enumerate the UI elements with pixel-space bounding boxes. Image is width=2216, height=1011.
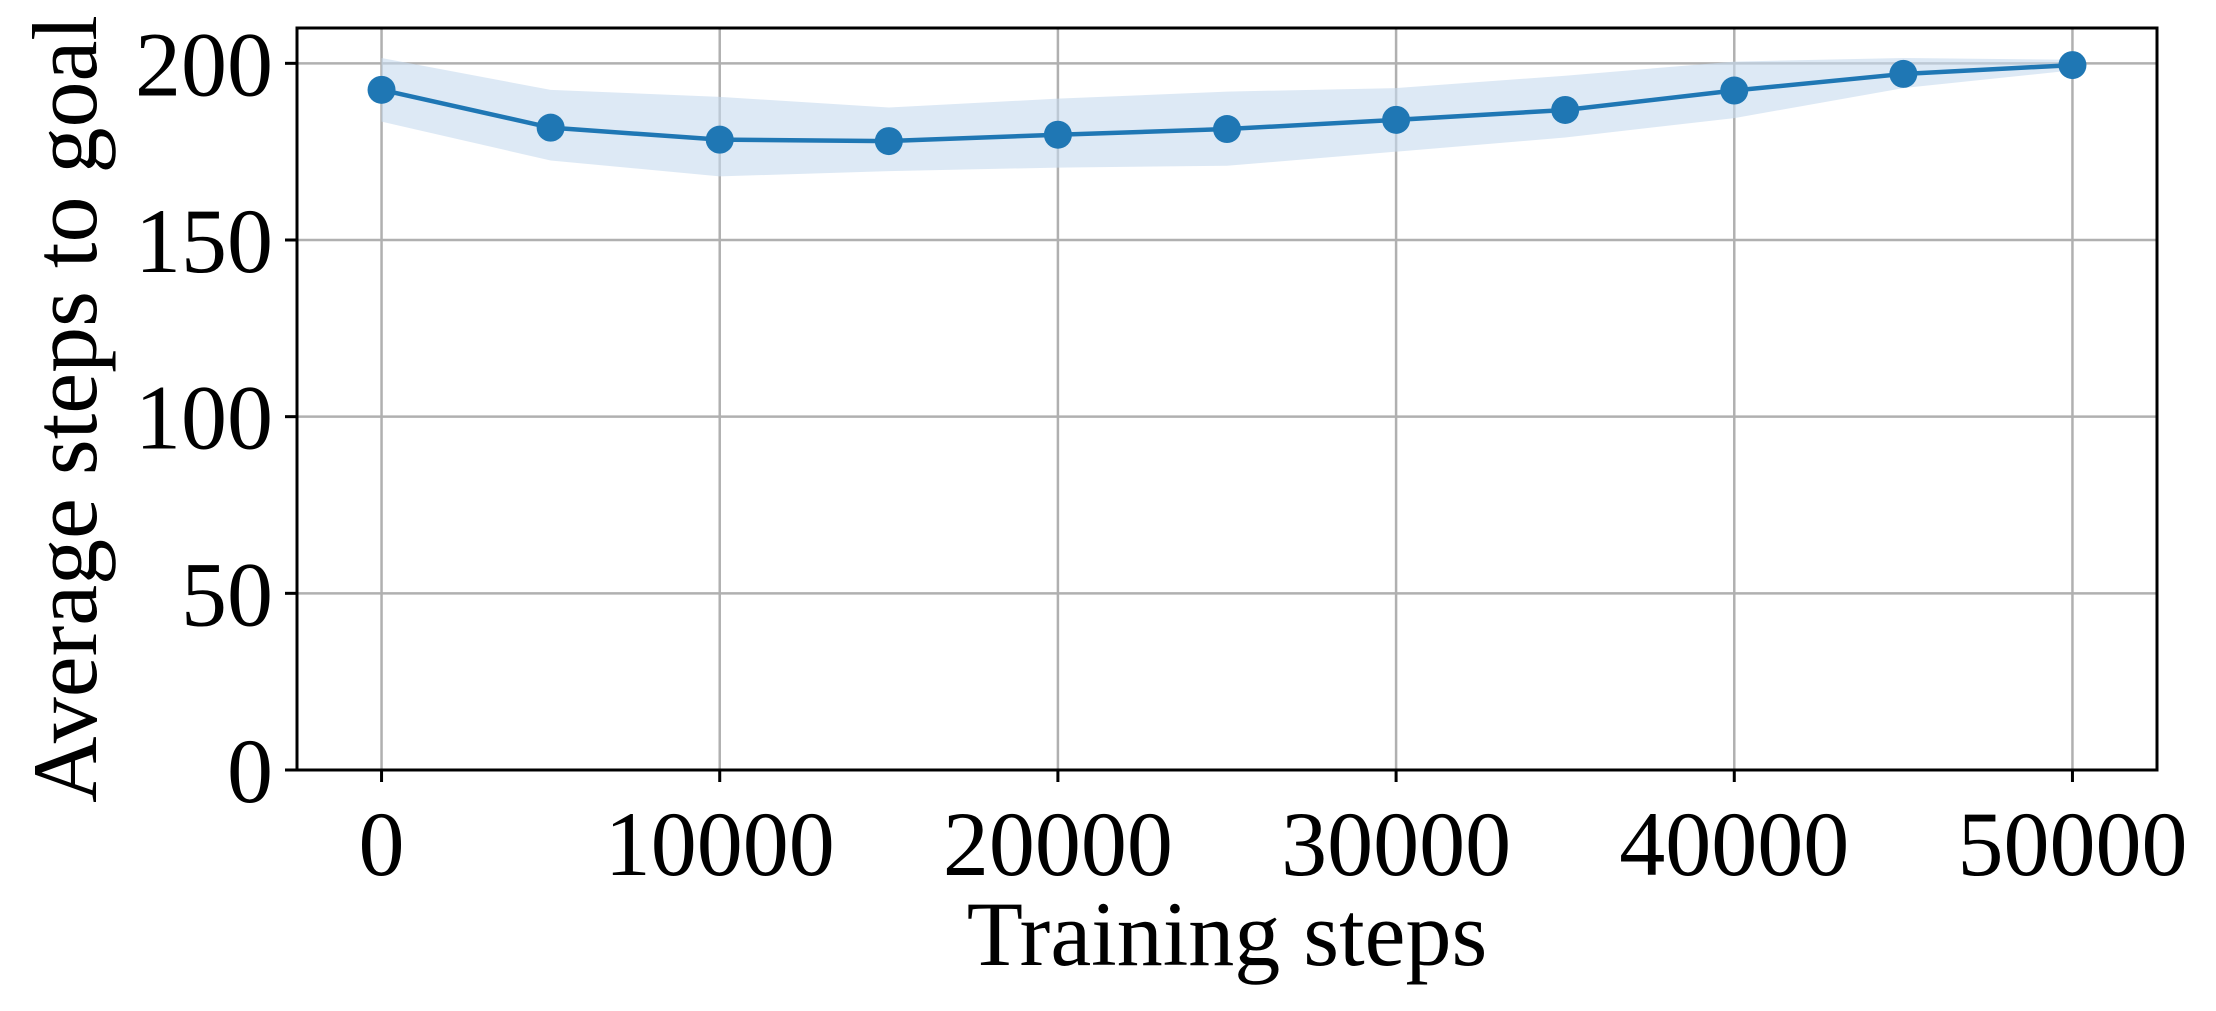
y-tick-label: 150 xyxy=(135,190,273,292)
x-tick-label: 0 xyxy=(359,793,405,895)
x-tick-label: 10000 xyxy=(605,793,835,895)
data-point xyxy=(1551,95,1580,124)
x-axis-label: Training steps xyxy=(967,883,1488,985)
x-tick-label: 20000 xyxy=(943,793,1173,895)
data-point xyxy=(536,113,565,142)
y-tick-label: 50 xyxy=(181,543,273,645)
data-point xyxy=(1213,115,1241,144)
x-tick-label: 50000 xyxy=(1957,793,2187,895)
x-tick-label: 40000 xyxy=(1619,793,1849,895)
y-tick-label: 200 xyxy=(135,13,273,115)
data-point xyxy=(1043,120,1072,149)
data-point xyxy=(705,125,734,154)
y-axis-label: Average steps to goal xyxy=(14,15,116,803)
y-tick-label: 0 xyxy=(227,720,273,822)
data-point xyxy=(1889,59,1918,88)
data-point xyxy=(2058,51,2087,80)
data-points-layer xyxy=(367,51,2087,156)
data-point xyxy=(1382,105,1411,134)
data-point xyxy=(367,75,396,104)
y-tick-label: 100 xyxy=(135,367,273,469)
y-axis-ticks: 0 50 100 150 200 xyxy=(135,13,297,822)
data-point xyxy=(874,127,903,156)
x-axis-ticks: 0 10000 20000 30000 40000 50000 xyxy=(359,770,2187,895)
plot-frame xyxy=(295,26,2159,772)
x-tick-label: 30000 xyxy=(1281,793,1511,895)
data-point xyxy=(1720,76,1749,105)
